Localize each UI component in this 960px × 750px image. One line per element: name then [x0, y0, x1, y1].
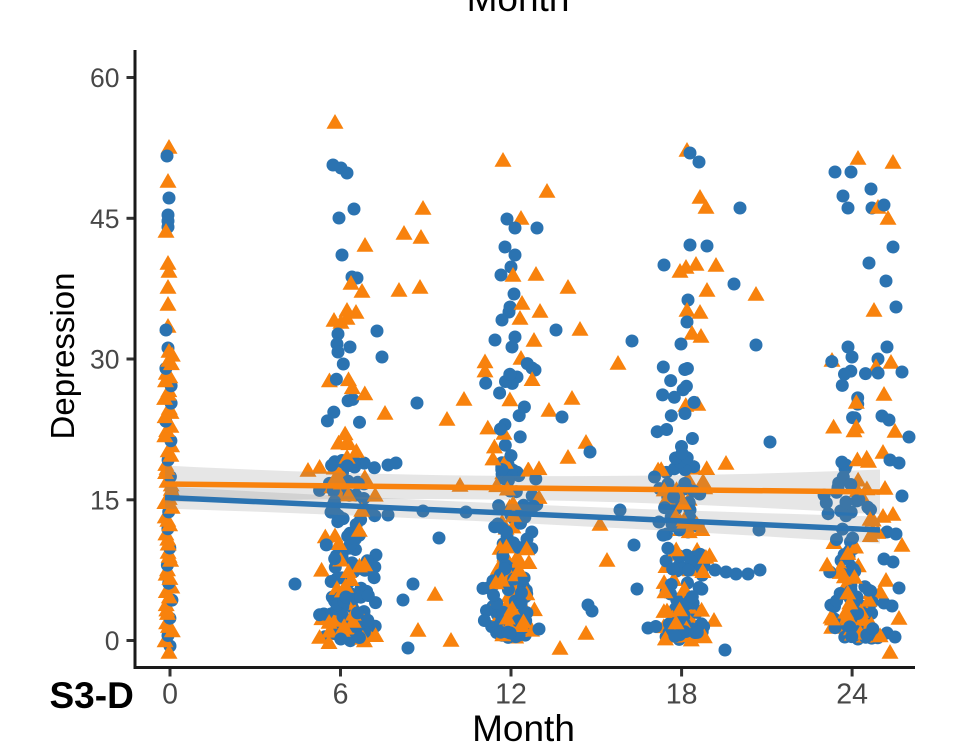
svg-text:18: 18	[666, 679, 698, 711]
svg-text:24: 24	[836, 679, 868, 711]
svg-text:0: 0	[162, 679, 178, 711]
svg-text:0: 0	[105, 626, 120, 656]
svg-text:Month: Month	[467, 0, 570, 19]
svg-text:15: 15	[90, 486, 119, 516]
svg-text:60: 60	[90, 63, 119, 93]
svg-text:S3-D: S3-D	[50, 675, 134, 716]
svg-text:6: 6	[333, 679, 349, 711]
svg-text:12: 12	[495, 679, 527, 711]
svg-text:Depression: Depression	[44, 273, 81, 440]
svg-text:30: 30	[90, 345, 119, 375]
svg-text:45: 45	[90, 204, 119, 234]
svg-text:Month: Month	[472, 708, 575, 749]
